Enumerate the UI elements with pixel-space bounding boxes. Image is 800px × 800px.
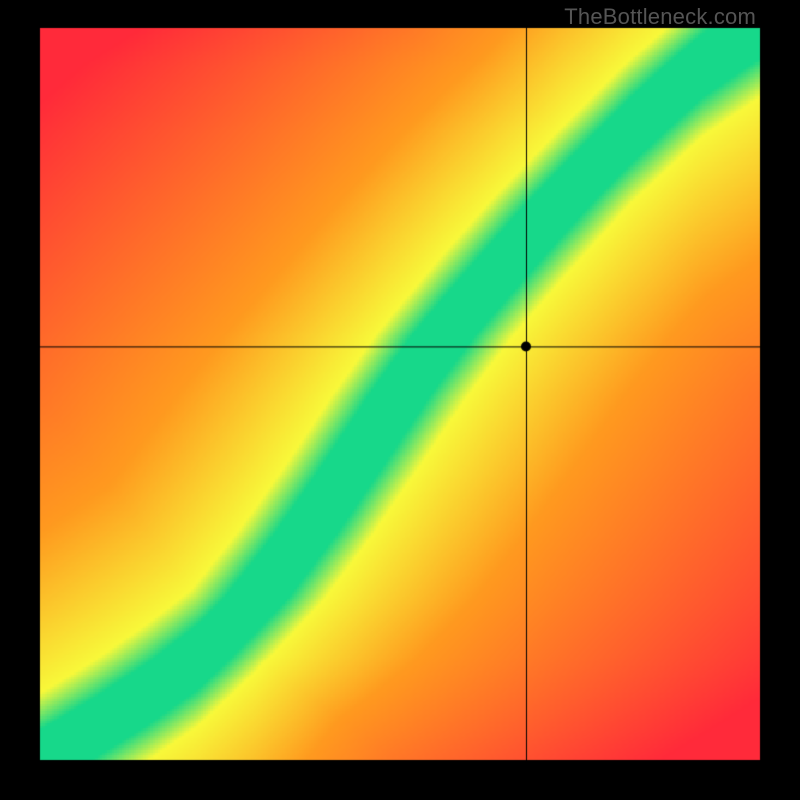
watermark-text: TheBottleneck.com <box>564 4 756 30</box>
bottleneck-heatmap <box>0 0 800 800</box>
